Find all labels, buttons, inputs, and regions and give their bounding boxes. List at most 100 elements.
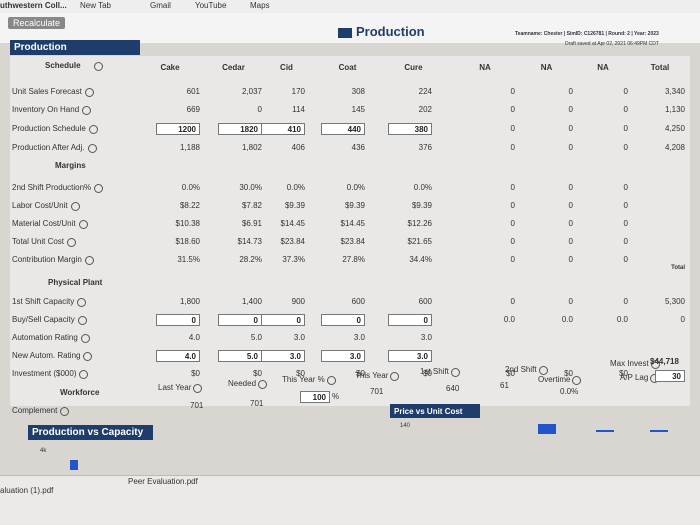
cell: 0.0 (503, 315, 515, 324)
input-cell[interactable]: 0 (388, 314, 432, 326)
info-icon[interactable] (94, 62, 103, 71)
cell: 0 (568, 87, 573, 96)
production-icon (338, 28, 352, 38)
column-header: Schedule (45, 61, 81, 70)
download-item[interactable]: Peer Evaluation.pdf (128, 477, 198, 486)
info-icon[interactable] (89, 125, 98, 134)
cell: 0 (568, 237, 573, 246)
row-label: Contribution Margin (12, 255, 82, 264)
table-area (10, 56, 690, 406)
workforce-label: Needed (228, 379, 257, 388)
cell: $0 (191, 369, 200, 378)
info-icon[interactable] (77, 298, 86, 307)
info-icon[interactable] (94, 184, 103, 193)
info-icon[interactable] (327, 376, 336, 385)
info-icon[interactable] (67, 238, 76, 247)
input-cell[interactable]: 1200 (156, 123, 200, 135)
cell: 4,250 (664, 124, 685, 133)
cell: 202 (418, 105, 432, 114)
row-label: Inventory On Hand (12, 105, 80, 114)
info-icon[interactable] (83, 352, 92, 361)
info-icon[interactable] (539, 366, 548, 375)
cell: 0 (510, 87, 515, 96)
workforce-value: 61 (500, 381, 509, 390)
download-item[interactable]: aluation (1).pdf (0, 486, 54, 495)
cell: 0 (510, 219, 515, 228)
cell: $14.73 (237, 237, 262, 246)
info-icon[interactable] (79, 370, 88, 379)
info-icon[interactable] (651, 360, 660, 369)
input-cell[interactable]: 100 (300, 391, 330, 403)
cell: 0 (510, 237, 515, 246)
input-cell[interactable]: 4.0 (156, 350, 200, 362)
info-icon[interactable] (193, 384, 202, 393)
bookmark[interactable]: Maps (250, 1, 270, 10)
workforce-label: A/P Lag (620, 373, 649, 382)
input-cell[interactable]: 1820 (218, 123, 262, 135)
cell: 34.4% (409, 255, 432, 264)
input-cell[interactable]: 380 (388, 123, 432, 135)
info-icon[interactable] (79, 220, 88, 229)
cell: 0 (510, 124, 515, 133)
info-icon[interactable] (451, 368, 460, 377)
cell: $9.39 (344, 201, 365, 210)
info-icon[interactable] (60, 407, 69, 416)
cell: 0 (623, 105, 628, 114)
cell: $0 (564, 369, 573, 378)
cell: 3.0 (293, 333, 305, 342)
tab-title[interactable]: uthwestern Coll... (0, 1, 67, 10)
bookmark[interactable]: YouTube (195, 1, 227, 10)
cell: 3.0 (353, 333, 365, 342)
cell: 600 (351, 297, 365, 306)
info-icon[interactable] (572, 376, 581, 385)
chart-line (650, 430, 668, 432)
input-cell[interactable]: 3.0 (388, 350, 432, 362)
cell: 0 (510, 105, 515, 114)
cell: $9.39 (411, 201, 432, 210)
bookmark[interactable]: Gmail (150, 1, 171, 10)
info-icon[interactable] (390, 372, 399, 381)
cell: 0 (510, 183, 515, 192)
group-title: Physical Plant (48, 278, 103, 287)
input-cell[interactable]: 3.0 (321, 350, 365, 362)
cell: 0 (568, 297, 573, 306)
cell: $14.45 (280, 219, 305, 228)
browser-bar (0, 0, 700, 13)
info-icon[interactable] (85, 256, 94, 265)
input-cell[interactable]: 0 (261, 314, 305, 326)
cell: 0.0 (616, 315, 628, 324)
input-cell[interactable]: 0 (156, 314, 200, 326)
input-cell[interactable]: 3.0 (261, 350, 305, 362)
info-icon[interactable] (258, 380, 267, 389)
recalculate-button[interactable]: Recalculate (8, 17, 66, 29)
info-icon[interactable] (88, 144, 97, 153)
cell: $10.38 (175, 219, 200, 228)
input-cell[interactable]: 5.0 (218, 350, 262, 362)
input-cell[interactable]: 440 (321, 123, 365, 135)
row-label: Production After Adj. (12, 143, 85, 152)
workforce-label: This Year (355, 371, 389, 380)
info-icon[interactable] (78, 316, 87, 325)
info-icon[interactable] (85, 88, 94, 97)
cell: 2,037 (241, 87, 262, 96)
input-cell[interactable]: 0 (218, 314, 262, 326)
cell: 3.0 (420, 333, 432, 342)
info-icon[interactable] (82, 106, 91, 115)
input-cell[interactable]: 0 (321, 314, 365, 326)
column-header: Cid (280, 63, 293, 72)
input-cell[interactable]: 30 (655, 370, 685, 382)
input-cell[interactable]: 410 (261, 123, 305, 135)
cell: 601 (186, 87, 200, 96)
cell: $23.84 (340, 237, 365, 246)
bookmark[interactable]: New Tab (80, 1, 111, 10)
info-icon[interactable] (71, 202, 80, 211)
workforce-label: 2nd Shift (505, 365, 537, 374)
cell: $0 (296, 369, 305, 378)
row-label: Material Cost/Unit (12, 219, 76, 228)
cell: 1,400 (241, 297, 262, 306)
row-label: Unit Sales Forecast (12, 87, 82, 96)
cell: 0 (623, 124, 628, 133)
cell: 224 (418, 87, 432, 96)
info-icon[interactable] (81, 334, 90, 343)
cell: 406 (291, 143, 305, 152)
